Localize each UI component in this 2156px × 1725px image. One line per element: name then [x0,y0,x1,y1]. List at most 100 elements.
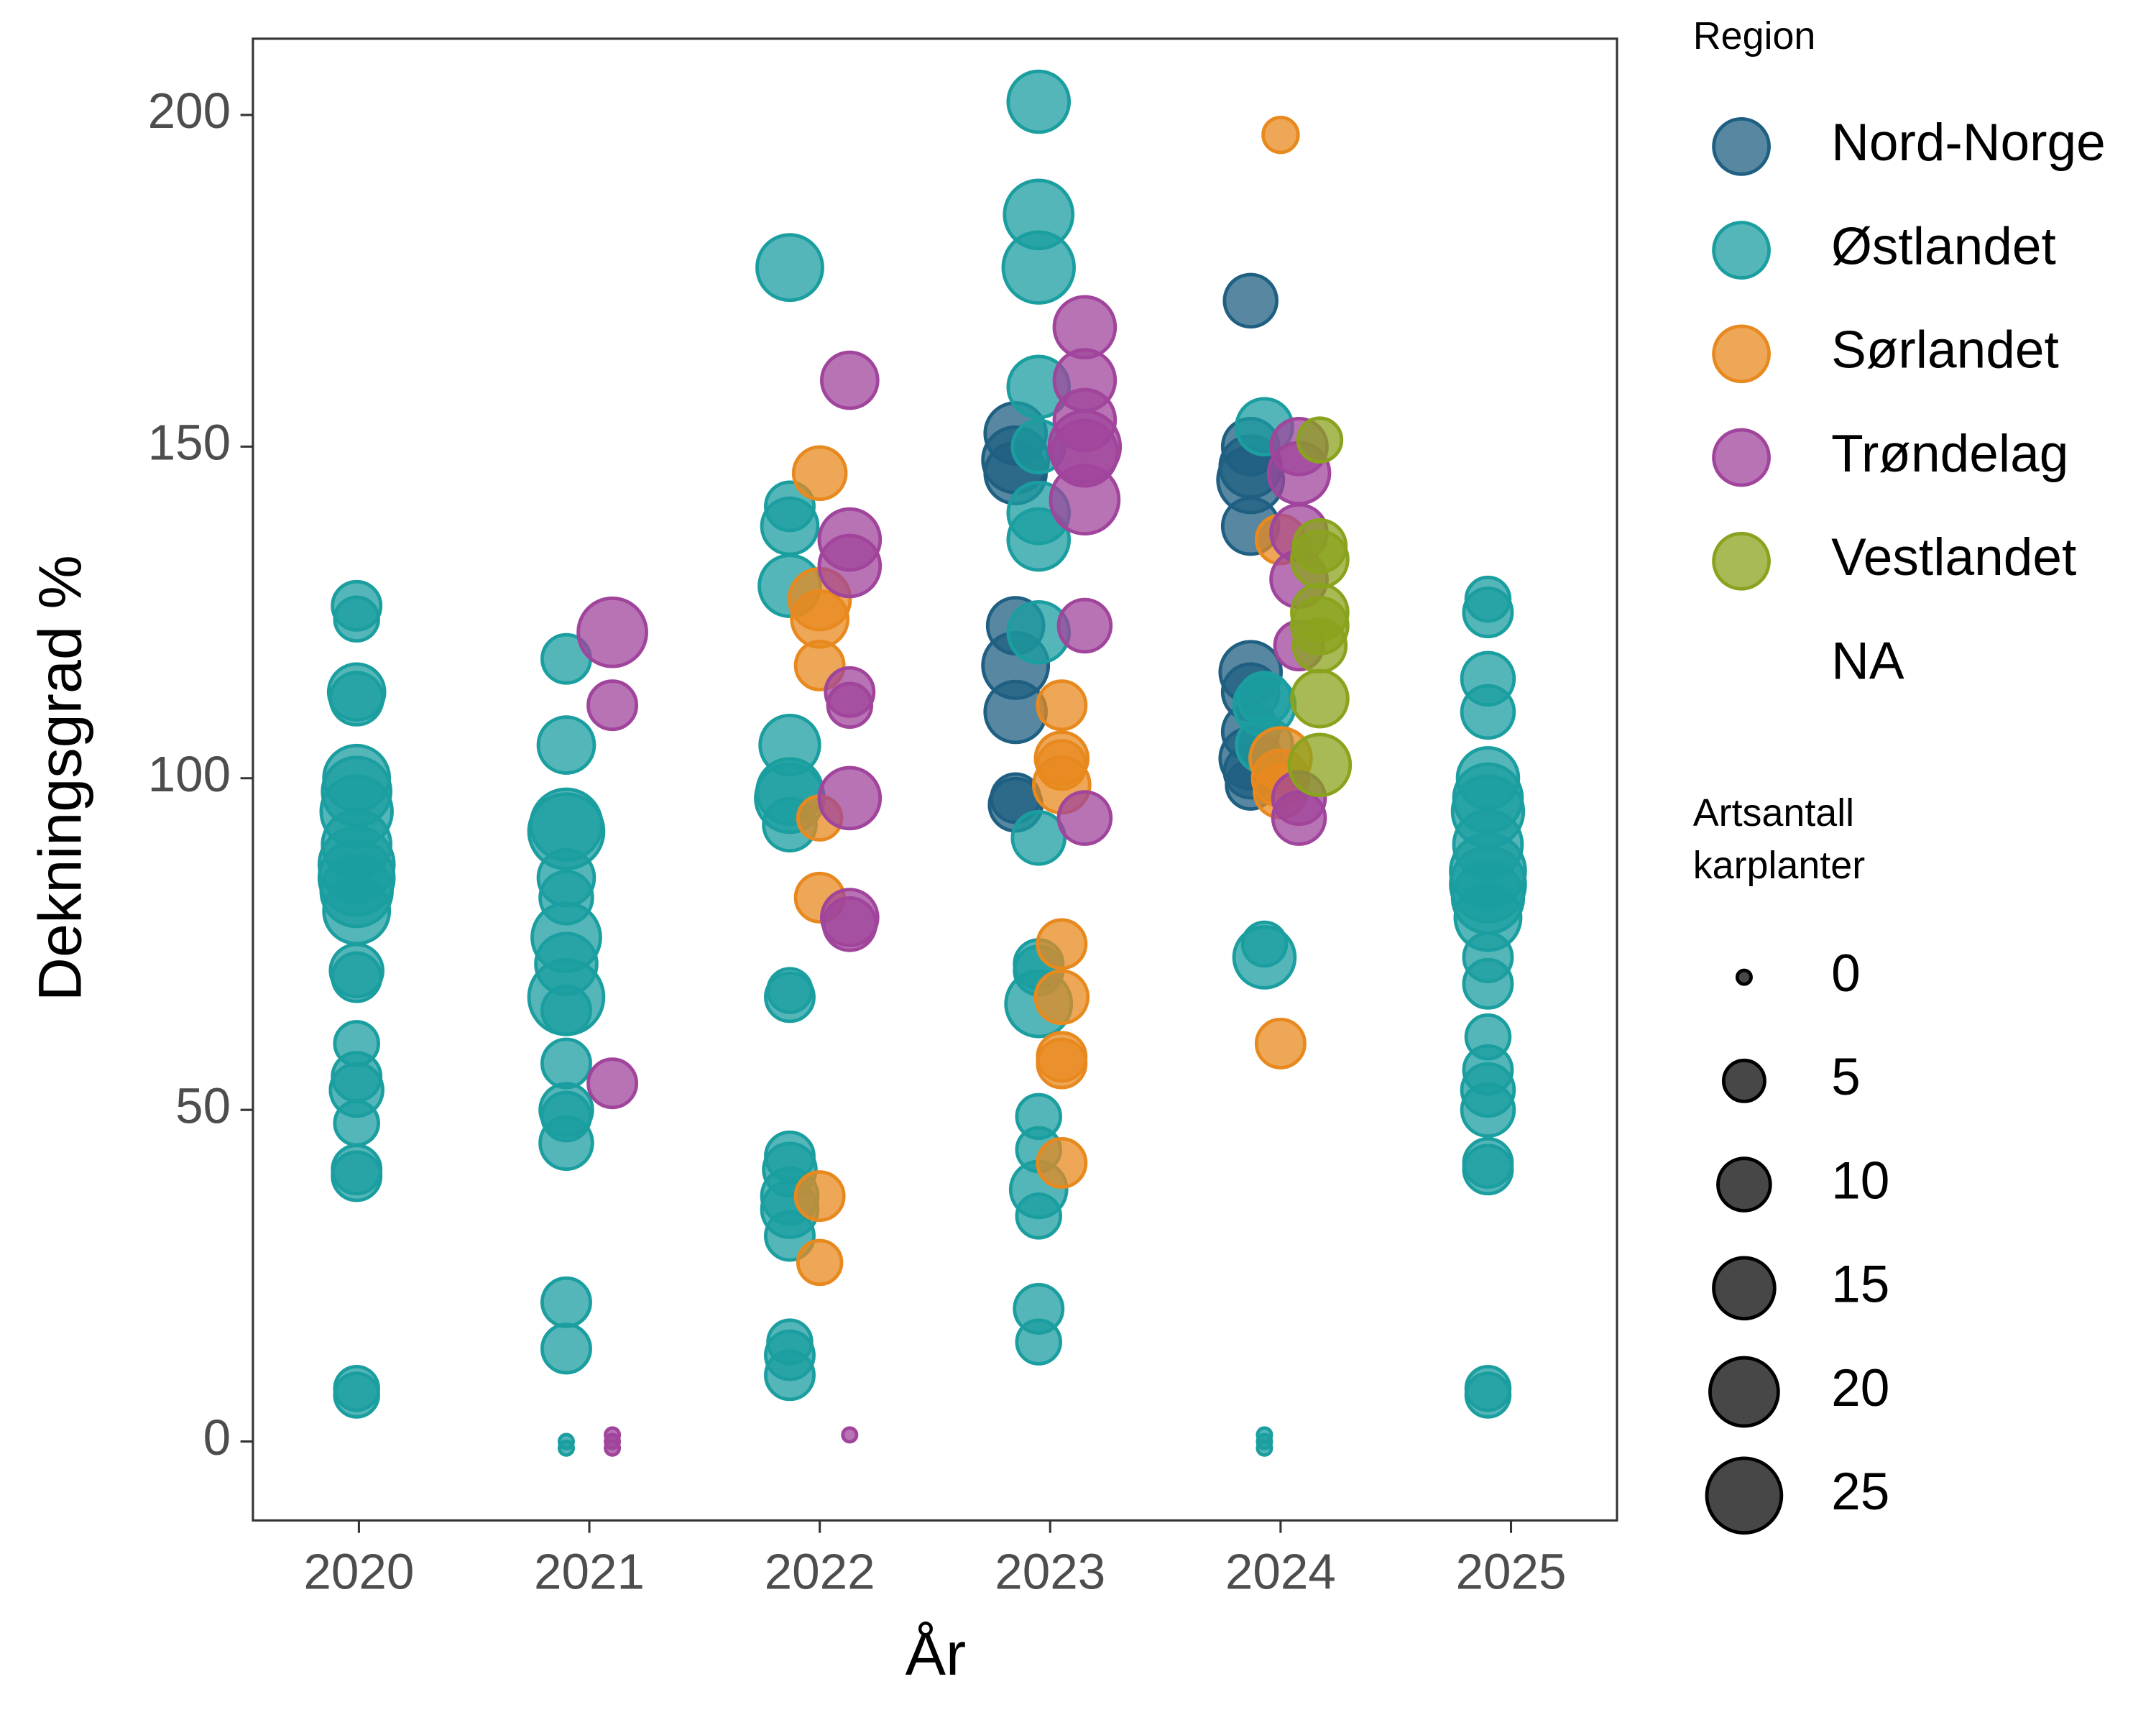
point [796,1238,844,1287]
point [576,596,648,668]
point [826,681,874,730]
point [328,671,384,727]
point [764,971,816,1024]
point [791,445,848,502]
legend-label: Trøndelag [1831,425,2068,483]
size-legend-label: 0 [1831,944,1861,1003]
point [540,1322,592,1375]
point [1056,790,1113,846]
point [1006,507,1072,572]
size-legend-swatch [1721,1058,1766,1103]
x-tick-label: 2025 [1456,1544,1567,1600]
legend-label: Nord-Norge [1831,114,2106,172]
point [793,1170,846,1223]
point [540,984,592,1036]
point [760,496,820,556]
size-legend-title: karplanter [1693,844,1865,887]
point [538,1115,594,1172]
legend-label: Sørlandet [1831,321,2059,380]
size-legend-swatch [1708,1356,1780,1428]
point [1010,810,1067,866]
point [1256,1439,1273,1457]
point [1261,115,1300,155]
point [1464,1371,1512,1419]
point [540,1037,592,1090]
point [1015,1192,1062,1240]
point [820,350,880,410]
legend-swatch [1712,428,1771,487]
y-tick-label: 150 [148,415,231,471]
point [1462,957,1514,1010]
point [1296,416,1344,464]
legend-swatch [1712,531,1771,591]
point [331,1150,383,1202]
legend-label: NA [1831,632,1904,690]
point [557,1439,575,1457]
point [1033,969,1090,1026]
point [1036,1137,1088,1189]
point [1290,529,1350,589]
point [1462,586,1514,639]
size-legend-swatch [1712,1256,1777,1321]
point [1001,230,1076,305]
point [1049,464,1121,536]
legend-title: Region [1693,14,1816,58]
size-legend-title: Artsantall [1693,791,1854,834]
point [1290,668,1350,729]
point [1271,790,1327,846]
point [1036,918,1088,970]
point [1462,1144,1514,1196]
y-tick-label: 0 [203,1409,231,1466]
point [322,876,392,946]
legend-swatch [1712,324,1771,384]
legend-swatch [1712,221,1771,280]
legend-label: Østlandet [1831,217,2056,275]
point [1222,272,1279,329]
point [1056,597,1113,654]
size-legend-label: 20 [1831,1359,1889,1417]
point [333,1371,380,1419]
size-legend-swatch [1716,1156,1772,1213]
point [1254,1017,1307,1070]
panel-border [252,37,1618,1522]
x-tick-label: 2021 [534,1544,645,1600]
point [1287,732,1353,798]
y-tick-label: 50 [175,1077,231,1133]
x-tick-label: 2020 [303,1544,414,1600]
point [1460,1082,1516,1138]
point [1036,1037,1088,1090]
point [1015,1318,1062,1366]
point [817,533,883,599]
point [540,1276,592,1328]
size-legend-label: 10 [1831,1151,1889,1210]
y-tick-label: 100 [148,746,231,802]
point [1006,69,1072,134]
point [790,589,849,649]
point [536,715,596,775]
size-legend-label: 5 [1831,1048,1861,1106]
point [1460,684,1516,740]
legend-swatch [1712,116,1771,176]
point [604,1439,622,1457]
legend-label: Vestlandet [1831,528,2076,586]
x-tick-label: 2022 [765,1544,875,1600]
x-axis-title: År [906,1619,967,1688]
size-legend-swatch [1705,1456,1784,1535]
y-axis-title: Dekningsgrad % [26,555,94,1001]
y-tick-label: 200 [148,83,231,139]
size-legend-label: 25 [1831,1463,1889,1521]
point [821,896,878,952]
point [586,679,639,732]
point [755,233,824,303]
point [331,951,383,1003]
point [841,1426,859,1444]
point [1232,925,1297,990]
point [1036,679,1088,732]
point [1291,617,1348,673]
x-tick-label: 2023 [995,1544,1105,1600]
point [333,595,380,643]
size-legend-label: 15 [1831,1256,1889,1314]
size-legend-swatch [1735,968,1753,986]
